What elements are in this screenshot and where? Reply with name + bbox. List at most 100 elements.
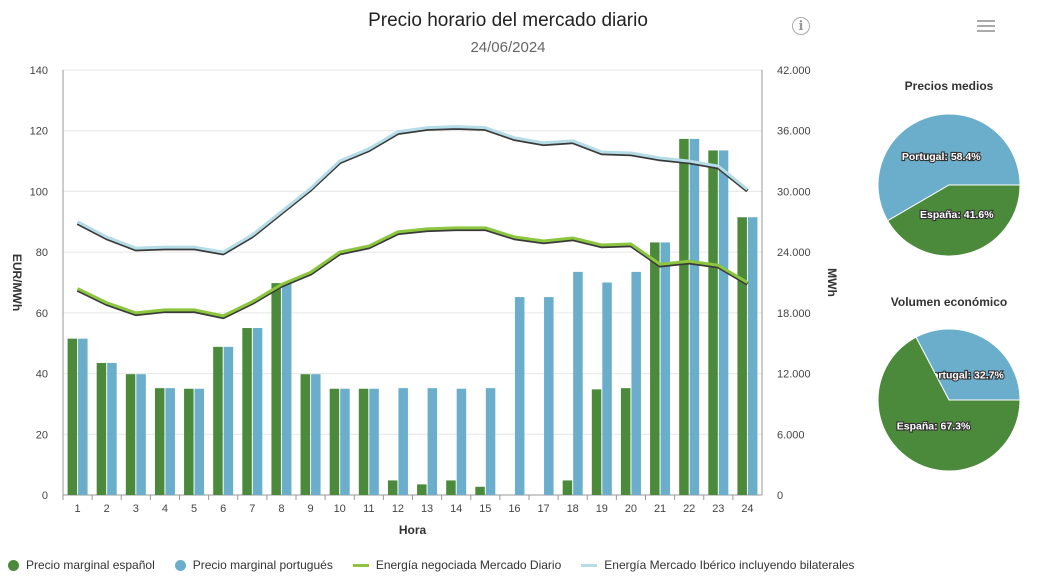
bar-portugal-hour-12 [398, 388, 408, 495]
bar-portugal-hour-3 [136, 374, 146, 495]
x-tick-label: 10 [334, 503, 346, 515]
y-tick-label: 140 [30, 65, 48, 77]
bar-spain-hour-19 [591, 389, 602, 495]
y-tick-label: 20 [36, 429, 48, 441]
y2-tick-label: 30.000 [777, 186, 811, 198]
legend-swatch-energy-md [352, 563, 369, 567]
bar-portugal-hour-24 [747, 217, 758, 495]
bar-portugal-hour-18 [573, 271, 583, 495]
bar-portugal-hour-10 [340, 388, 350, 495]
bar-spain-hour-24 [737, 217, 747, 495]
x-tick-label: 11 [363, 503, 374, 515]
bar-spain-hour-7 [242, 328, 252, 495]
bar-spain-hour-13 [417, 484, 427, 495]
bar-spain-hour-21 [650, 242, 660, 495]
y2-tick-label: 42.000 [777, 65, 811, 77]
bar-portugal-hour-15 [485, 388, 496, 495]
legend-label-energy-iberico: Energía Mercado Ibérico incluyendo bilat… [604, 558, 855, 572]
x-tick-label: 3 [133, 503, 139, 515]
bar-portugal-hour-2 [107, 362, 117, 495]
info-icon[interactable]: i [792, 17, 810, 35]
y-tick-label: 80 [36, 247, 48, 259]
y-tick-label: 100 [30, 186, 48, 198]
bar-spain-hour-4 [154, 388, 165, 495]
bar-portugal-hour-13 [427, 388, 438, 495]
bar-portugal-hour-16 [514, 297, 525, 495]
bar-spain-hour-22 [679, 138, 689, 496]
pie-chart-volumen-economico: Portugal: 32.7% España: 67.3% [877, 328, 1021, 472]
pie-chart-precios-medios: Portugal: 58.4% España: 41.6% [877, 113, 1021, 257]
legend-item-spain[interactable]: Precio marginal español [8, 558, 155, 572]
x-tick-label: 8 [278, 503, 284, 515]
bar-portugal-hour-22 [689, 138, 700, 496]
legend-label-energy-md: Energía negociada Mercado Diario [375, 558, 562, 572]
x-tick-label: 16 [508, 503, 520, 515]
x-tick-label: 19 [596, 503, 608, 515]
bar-portugal-hour-1 [78, 338, 88, 495]
x-tick-label: 21 [654, 503, 666, 515]
bar-spain-hour-8 [271, 283, 281, 495]
x-tick-label: 15 [479, 503, 491, 515]
x-tick-label: 22 [683, 503, 695, 515]
bar-portugal-hour-20 [631, 271, 641, 495]
legend-swatch-energy-iberico [581, 563, 598, 567]
bar-spain-hour-20 [620, 388, 631, 495]
bar-spain-hour-3 [125, 374, 136, 495]
bar-spain-hour-23 [708, 150, 718, 496]
legend-label-portugal: Precio marginal portugués [192, 558, 333, 572]
hamburger-menu-icon[interactable] [977, 20, 995, 34]
pie-slice-portugal [877, 113, 1021, 222]
bar-spain-hour-15 [475, 486, 485, 495]
bar-spain-hour-6 [213, 346, 223, 495]
legend: Precio marginal español Precio marginal … [8, 558, 874, 572]
bar-portugal-hour-21 [660, 242, 671, 495]
chart-subtitle: 24/06/2024 [470, 39, 546, 56]
pie2-title: Volumen económico [890, 295, 1008, 309]
bar-spain-hour-10 [329, 388, 340, 495]
line-energia-mercado-diario-shadow [76, 227, 749, 320]
y2-tick-label: 6.000 [777, 429, 805, 441]
x-tick-label: 4 [162, 503, 168, 515]
y2-tick-label: 0 [777, 490, 783, 502]
bar-portugal-hour-9 [311, 374, 321, 495]
y2-axis-title: MWh [825, 268, 839, 297]
bar-portugal-hour-4 [165, 388, 175, 495]
x-tick-label: 1 [75, 503, 81, 515]
pie-label-espana: España: 41.6% [920, 209, 994, 221]
bar-spain-hour-1 [67, 338, 78, 495]
pie-slice-espana [877, 336, 1021, 472]
line-energia-iberico [76, 125, 749, 254]
x-tick-label: 9 [308, 503, 314, 515]
bar-portugal-hour-11 [369, 388, 379, 495]
x-tick-label: 7 [249, 503, 255, 515]
x-tick-label: 23 [712, 503, 724, 515]
pie-label-portugal: Portugal: 32.7% [925, 369, 1004, 381]
chart-title: Precio horario del mercado diario [368, 10, 648, 31]
legend-swatch-spain [8, 559, 19, 571]
x-axis-title: Hora [399, 523, 427, 537]
bar-spain-hour-2 [96, 362, 107, 495]
bar-spain-hour-14 [446, 480, 456, 495]
y-tick-label: 60 [36, 308, 48, 320]
bar-spain-hour-12 [387, 480, 398, 495]
bar-spain-hour-11 [358, 388, 369, 495]
legend-item-energy-iberico[interactable]: Energía Mercado Ibérico incluyendo bilat… [581, 558, 854, 572]
y-tick-label: 120 [30, 126, 48, 138]
legend-label-spain: Precio marginal español [26, 558, 155, 572]
main-chart: 02040608010012014006.00012.00018.00024.0… [10, 65, 839, 537]
x-tick-label: 12 [392, 503, 404, 515]
y2-tick-label: 24.000 [777, 247, 811, 259]
x-tick-label: 18 [567, 503, 579, 515]
y-axis-title: EUR/MWh [10, 254, 24, 311]
x-tick-label: 13 [421, 503, 433, 515]
bar-portugal-hour-17 [544, 297, 554, 495]
bar-spain-hour-9 [300, 374, 311, 495]
y2-tick-label: 18.000 [777, 308, 811, 320]
bar-portugal-hour-5 [194, 388, 205, 495]
legend-item-energy-md[interactable]: Energía negociada Mercado Diario [352, 558, 562, 572]
legend-item-portugal[interactable]: Precio marginal portugués [174, 558, 333, 572]
y2-tick-label: 12.000 [777, 369, 811, 381]
line-energia-mercado-diario [76, 226, 749, 318]
x-tick-label: 20 [625, 503, 637, 515]
x-tick-label: 5 [191, 503, 197, 515]
